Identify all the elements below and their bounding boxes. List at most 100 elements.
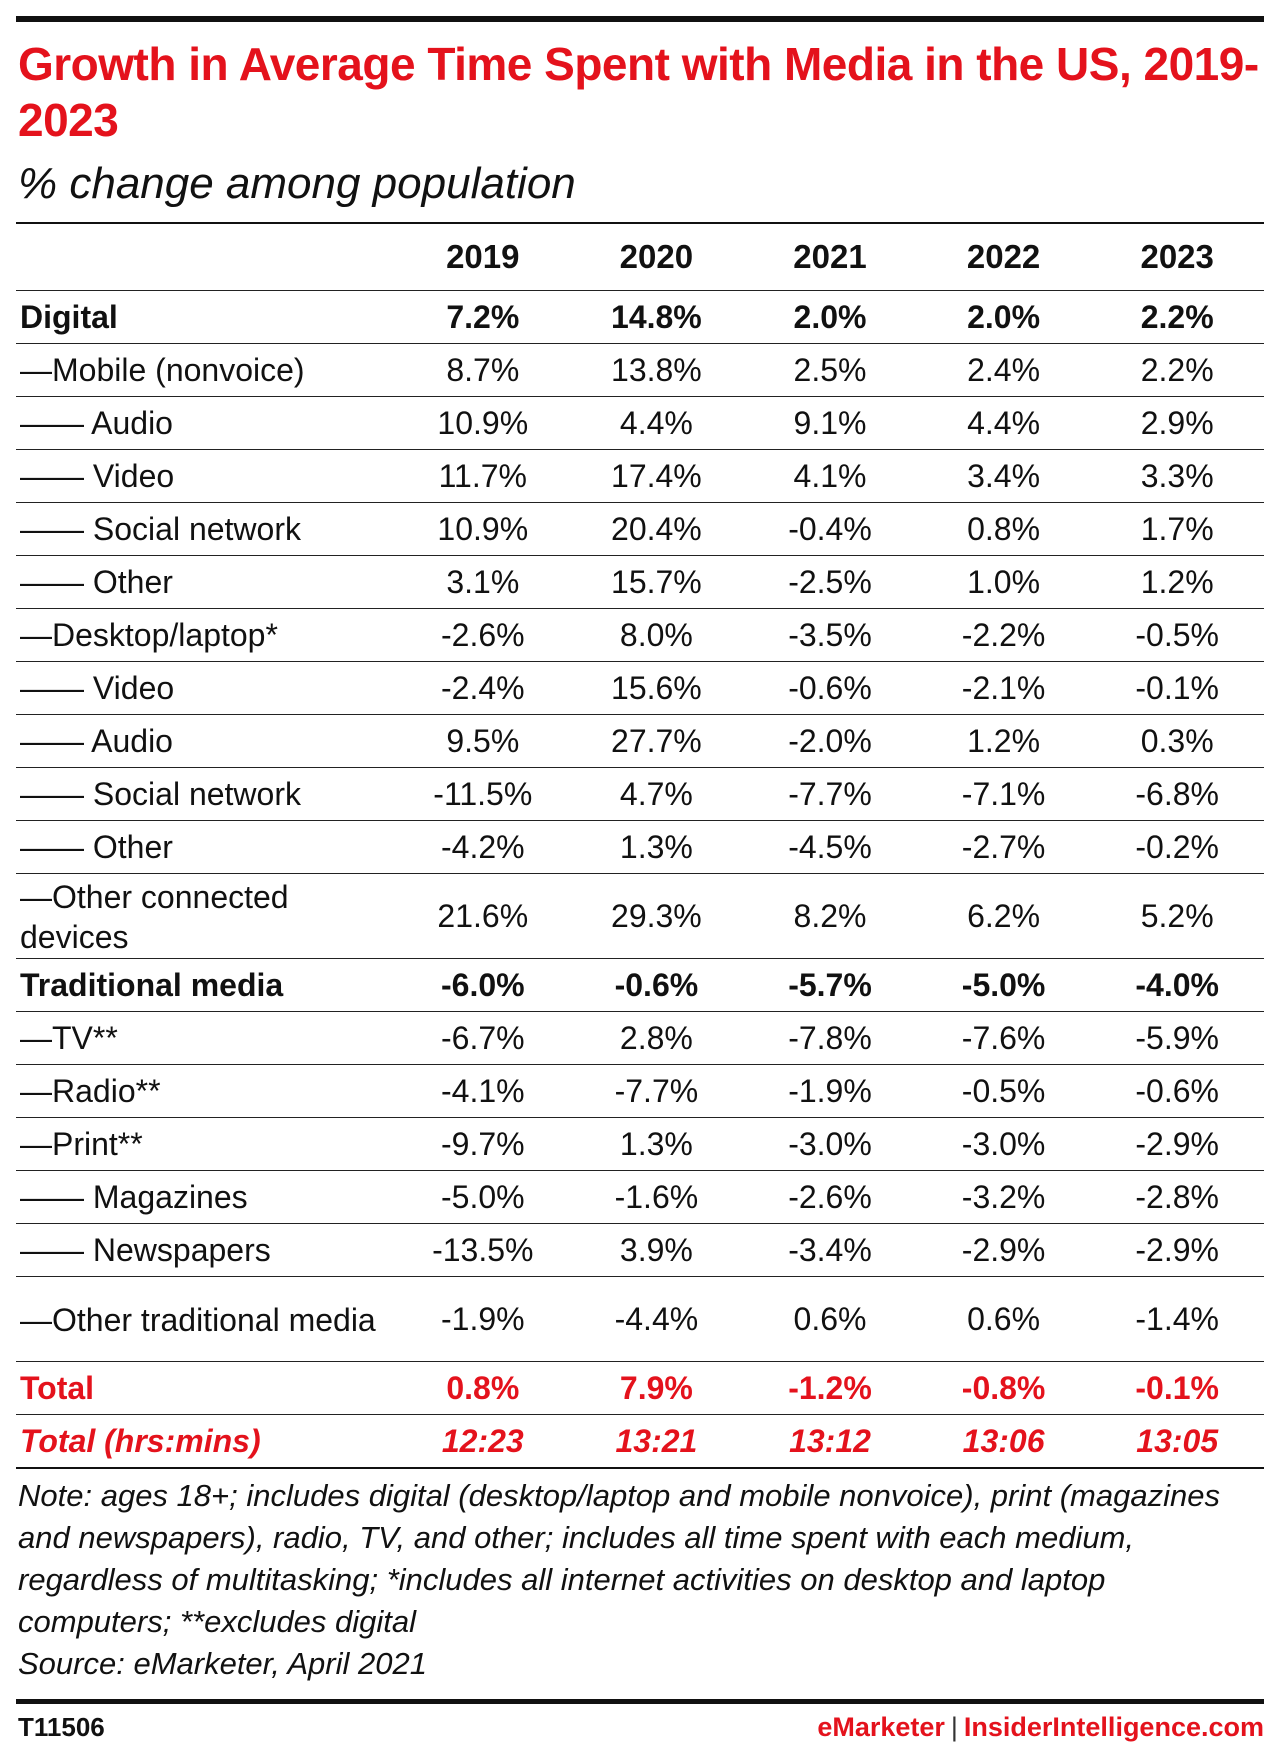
column-header: 2019 — [446, 238, 520, 275]
table-cell: -4.5% — [743, 820, 917, 874]
table-cell: 27.7% — [569, 714, 744, 768]
table-cell: -2.9% — [1090, 1117, 1264, 1171]
table-cell: -0.6% — [743, 661, 917, 715]
table-cell: 1.2% — [1090, 555, 1264, 609]
table-cell: 4.4% — [569, 396, 744, 450]
table-row: —— Video -2.4% 15.6% -0.6% -2.1% -0.1% — [16, 661, 1264, 715]
table-cell: -5.9% — [1090, 1011, 1264, 1065]
row-label: —Other connected devices — [16, 873, 396, 959]
table-cell: 1.7% — [1090, 502, 1264, 556]
table-cell: -2.9% — [1090, 1223, 1264, 1277]
table-cell: 2.8% — [569, 1011, 744, 1065]
row-label: —— Magazines — [16, 1170, 396, 1224]
row-label: —Mobile (nonvoice) — [16, 343, 396, 397]
table-cell: 1.3% — [569, 820, 744, 874]
row-label: —— Newspapers — [16, 1223, 396, 1277]
table-cell: -2.5% — [743, 555, 917, 609]
table-cell: 0.6% — [916, 1276, 1091, 1362]
row-label: —Other traditional media — [16, 1276, 396, 1362]
site-link[interactable]: InsiderIntelligence.com — [963, 1712, 1264, 1742]
table-cell: -1.4% — [1090, 1276, 1264, 1362]
table-cell: -7.1% — [916, 767, 1091, 821]
table-row: —Mobile (nonvoice) 8.7% 13.8% 2.5% 2.4% 2.2% — [16, 343, 1264, 397]
row-label: Traditional media — [16, 958, 396, 1012]
table-cell: 10.9% — [396, 396, 570, 450]
table-cell: -2.6% — [396, 608, 570, 662]
table-cell: 29.3% — [569, 873, 744, 959]
table-cell: 0.3% — [1090, 714, 1264, 768]
table-cell: -2.4% — [396, 661, 570, 715]
row-label: Total — [16, 1361, 396, 1415]
table-cell: -1.9% — [396, 1276, 570, 1362]
table-cell: 6.2% — [916, 873, 1091, 959]
table-cell: 13:21 — [569, 1414, 744, 1467]
table-row: —— Magazines -5.0% -1.6% -2.6% -3.2% -2.8% — [16, 1170, 1264, 1224]
table-cell: 2.0% — [743, 290, 917, 344]
footer: T11506 eMarketer | InsiderIntelligence.com — [16, 1708, 1264, 1748]
table-cell: 8.7% — [396, 343, 570, 397]
table-cell: 15.6% — [569, 661, 744, 715]
row-label: —TV** — [16, 1011, 396, 1065]
header-label-cell — [16, 224, 396, 291]
table-cell: -1.2% — [743, 1361, 917, 1415]
table-cell: -4.2% — [396, 820, 570, 874]
table-cell: 17.4% — [569, 449, 744, 503]
note-rule — [16, 1467, 1264, 1469]
row-label: Total (hrs:mins) — [16, 1414, 396, 1467]
chart-id: T11506 — [18, 1712, 105, 1742]
row-label: —— Social network — [16, 502, 396, 556]
table-row: —— Newspapers -13.5% 3.9% -3.4% -2.9% -2.9% — [16, 1223, 1264, 1277]
table-cell: -2.2% — [916, 608, 1091, 662]
table-cell: 15.7% — [569, 555, 744, 609]
table-cell: -0.2% — [1090, 820, 1264, 874]
table-cell: -0.5% — [916, 1064, 1091, 1118]
row-label: —— Audio — [16, 714, 396, 768]
top-rule — [16, 16, 1264, 22]
table-row: —— Audio 10.9% 4.4% 9.1% 4.4% 2.9% — [16, 396, 1264, 450]
row-label: —— Other — [16, 555, 396, 609]
table-cell: -4.0% — [1090, 958, 1264, 1012]
chart-title: Growth in Average Time Spent with Media … — [18, 38, 1259, 146]
table-cell: 2.9% — [1090, 396, 1264, 450]
table-cell: -0.4% — [743, 502, 917, 556]
table-cell: -1.6% — [569, 1170, 744, 1224]
column-header: 2021 — [793, 238, 867, 275]
table-cell: -2.7% — [916, 820, 1091, 874]
table-cell: 2.5% — [743, 343, 917, 397]
table-cell: -0.6% — [1090, 1064, 1264, 1118]
table-cell: -3.2% — [916, 1170, 1091, 1224]
table-cell: 3.3% — [1090, 449, 1264, 503]
table-row: —Desktop/laptop* -2.6% 8.0% -3.5% -2.2% -0.5% — [16, 608, 1264, 662]
table-row: —Other traditional media -1.9% -4.4% 0.6% 0.… — [16, 1276, 1264, 1362]
data-table: 2019 2020 2021 2022 2023 Digital 7.2% 14.8… — [16, 224, 1264, 1467]
table-cell: -2.9% — [916, 1223, 1091, 1277]
table-cell: 1.0% — [916, 555, 1091, 609]
row-label: —— Social network — [16, 767, 396, 821]
table-cell: 12:23 — [396, 1414, 570, 1467]
table-row: —Print** -9.7% 1.3% -3.0% -3.0% -2.9% — [16, 1117, 1264, 1171]
table-row: —— Other 3.1% 15.7% -2.5% 1.0% 1.2% — [16, 555, 1264, 609]
table-cell: 14.8% — [569, 290, 744, 344]
chart-subtitle: % change among population — [18, 159, 576, 208]
table-row: —TV** -6.7% 2.8% -7.8% -7.6% -5.9% — [16, 1011, 1264, 1065]
table-cell: 11.7% — [396, 449, 570, 503]
table-cell: 3.1% — [396, 555, 570, 609]
table-cell: 0.8% — [916, 502, 1091, 556]
table-cell: -0.1% — [1090, 661, 1264, 715]
chart-container: Growth in Average Time Spent with Media … — [16, 16, 1264, 1748]
column-header: 2023 — [1140, 238, 1214, 275]
table-header-row: 2019 2020 2021 2022 2023 — [16, 224, 1264, 291]
table-cell: -9.7% — [396, 1117, 570, 1171]
table-cell: 4.7% — [569, 767, 744, 821]
table-row: —— Social network -11.5% 4.7% -7.7% -7.1% -6.… — [16, 767, 1264, 821]
table-cell: -2.8% — [1090, 1170, 1264, 1224]
table-cell: -7.7% — [743, 767, 917, 821]
footer-rule — [16, 1699, 1264, 1704]
source-text: Source: eMarketer, April 2021 — [18, 1646, 427, 1681]
table-cell: 0.8% — [396, 1361, 570, 1415]
row-label: Digital — [16, 290, 396, 344]
table-row: Traditional media -6.0% -0.6% -5.7% -5.0% -4.… — [16, 958, 1264, 1012]
table-cell: -0.1% — [1090, 1361, 1264, 1415]
row-label: —— Video — [16, 449, 396, 503]
footer-brand: eMarketer | InsiderIntelligence.com — [817, 1712, 1264, 1743]
